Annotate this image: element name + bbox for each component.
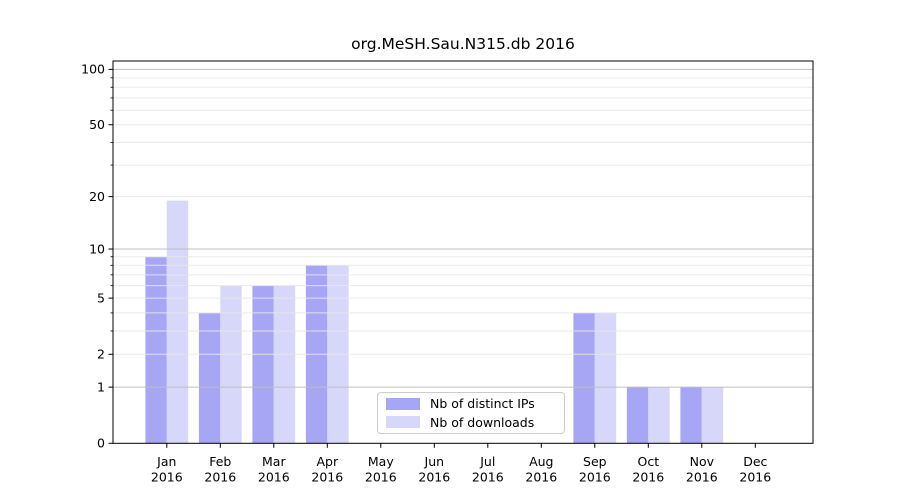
x-tick-label-month-nov: Nov xyxy=(690,454,715,469)
x-tick-label-year-jun: 2016 xyxy=(418,470,450,485)
bar-downloads-mar xyxy=(273,285,296,444)
x-tick-label-month-jan: Jan xyxy=(156,454,176,469)
bar-distinct-ips-nov xyxy=(680,387,702,444)
x-tick-label-month-oct: Oct xyxy=(637,454,659,469)
x-tick-label-year-oct: 2016 xyxy=(632,470,664,485)
y-tick-label-0: 0 xyxy=(97,436,105,451)
x-tick-label-year-jan: 2016 xyxy=(151,470,183,485)
axes-frame xyxy=(112,60,814,444)
bar-downloads-nov xyxy=(701,387,724,444)
x-tick-label-month-apr: Apr xyxy=(316,454,338,469)
legend-swatch-downloads xyxy=(386,416,420,429)
y-tick-label-2: 2 xyxy=(97,347,105,362)
bar-distinct-ips-jan xyxy=(145,256,167,444)
x-tick-label-year-mar: 2016 xyxy=(258,470,290,485)
bar-downloads-sep xyxy=(594,312,617,444)
x-tick-label-month-jun: Jun xyxy=(424,454,445,469)
legend: Nb of distinct IPs Nb of downloads xyxy=(377,392,565,434)
chart-title: org.MeSH.Sau.N315.db 2016 xyxy=(351,35,575,53)
x-tick-label-year-sep: 2016 xyxy=(579,470,611,485)
legend-item-label: Nb of distinct IPs xyxy=(430,396,535,412)
x-tick-label-month-mar: Mar xyxy=(262,454,286,469)
x-tick-label-month-dec: Dec xyxy=(743,454,767,469)
x-tick-label-month-may: May xyxy=(368,454,394,469)
x-tick-label-year-may: 2016 xyxy=(365,470,397,485)
legend-item-downloads: Nb of downloads xyxy=(386,415,564,430)
x-tick-label-month-feb: Feb xyxy=(209,454,231,469)
x-tick-label-year-aug: 2016 xyxy=(525,470,557,485)
x-tick-label-year-nov: 2016 xyxy=(686,470,718,485)
y-tick-label-50: 50 xyxy=(89,117,105,132)
x-tick-label-month-sep: Sep xyxy=(583,454,607,469)
y-tick-label-100: 100 xyxy=(81,62,105,77)
x-tick-label-year-dec: 2016 xyxy=(739,470,771,485)
bar-distinct-ips-sep xyxy=(573,312,595,444)
legend-item-distinct-ips: Nb of distinct IPs xyxy=(386,396,564,411)
legend-swatch-distinct-ips xyxy=(386,397,420,410)
x-tick-label-month-jul: Jul xyxy=(479,454,495,469)
y-tick-label-5: 5 xyxy=(97,290,105,305)
x-tick-label-year-feb: 2016 xyxy=(204,470,236,485)
bar-distinct-ips-oct xyxy=(626,387,649,444)
y-tick-label-1: 1 xyxy=(97,379,105,394)
x-tick-label-year-jul: 2016 xyxy=(472,470,504,485)
bar-downloads-oct xyxy=(648,387,670,444)
x-tick-label-month-aug: Aug xyxy=(529,454,553,469)
bar-distinct-ips-mar xyxy=(252,285,274,444)
bar-downloads-feb xyxy=(220,285,242,444)
bar-distinct-ips-feb xyxy=(198,312,221,444)
y-tick-label-10: 10 xyxy=(89,241,105,256)
bar-downloads-jan xyxy=(166,200,189,444)
y-tick-label-20: 20 xyxy=(89,189,105,204)
legend-item-label: Nb of downloads xyxy=(430,414,535,430)
x-tick-label-year-apr: 2016 xyxy=(311,470,343,485)
